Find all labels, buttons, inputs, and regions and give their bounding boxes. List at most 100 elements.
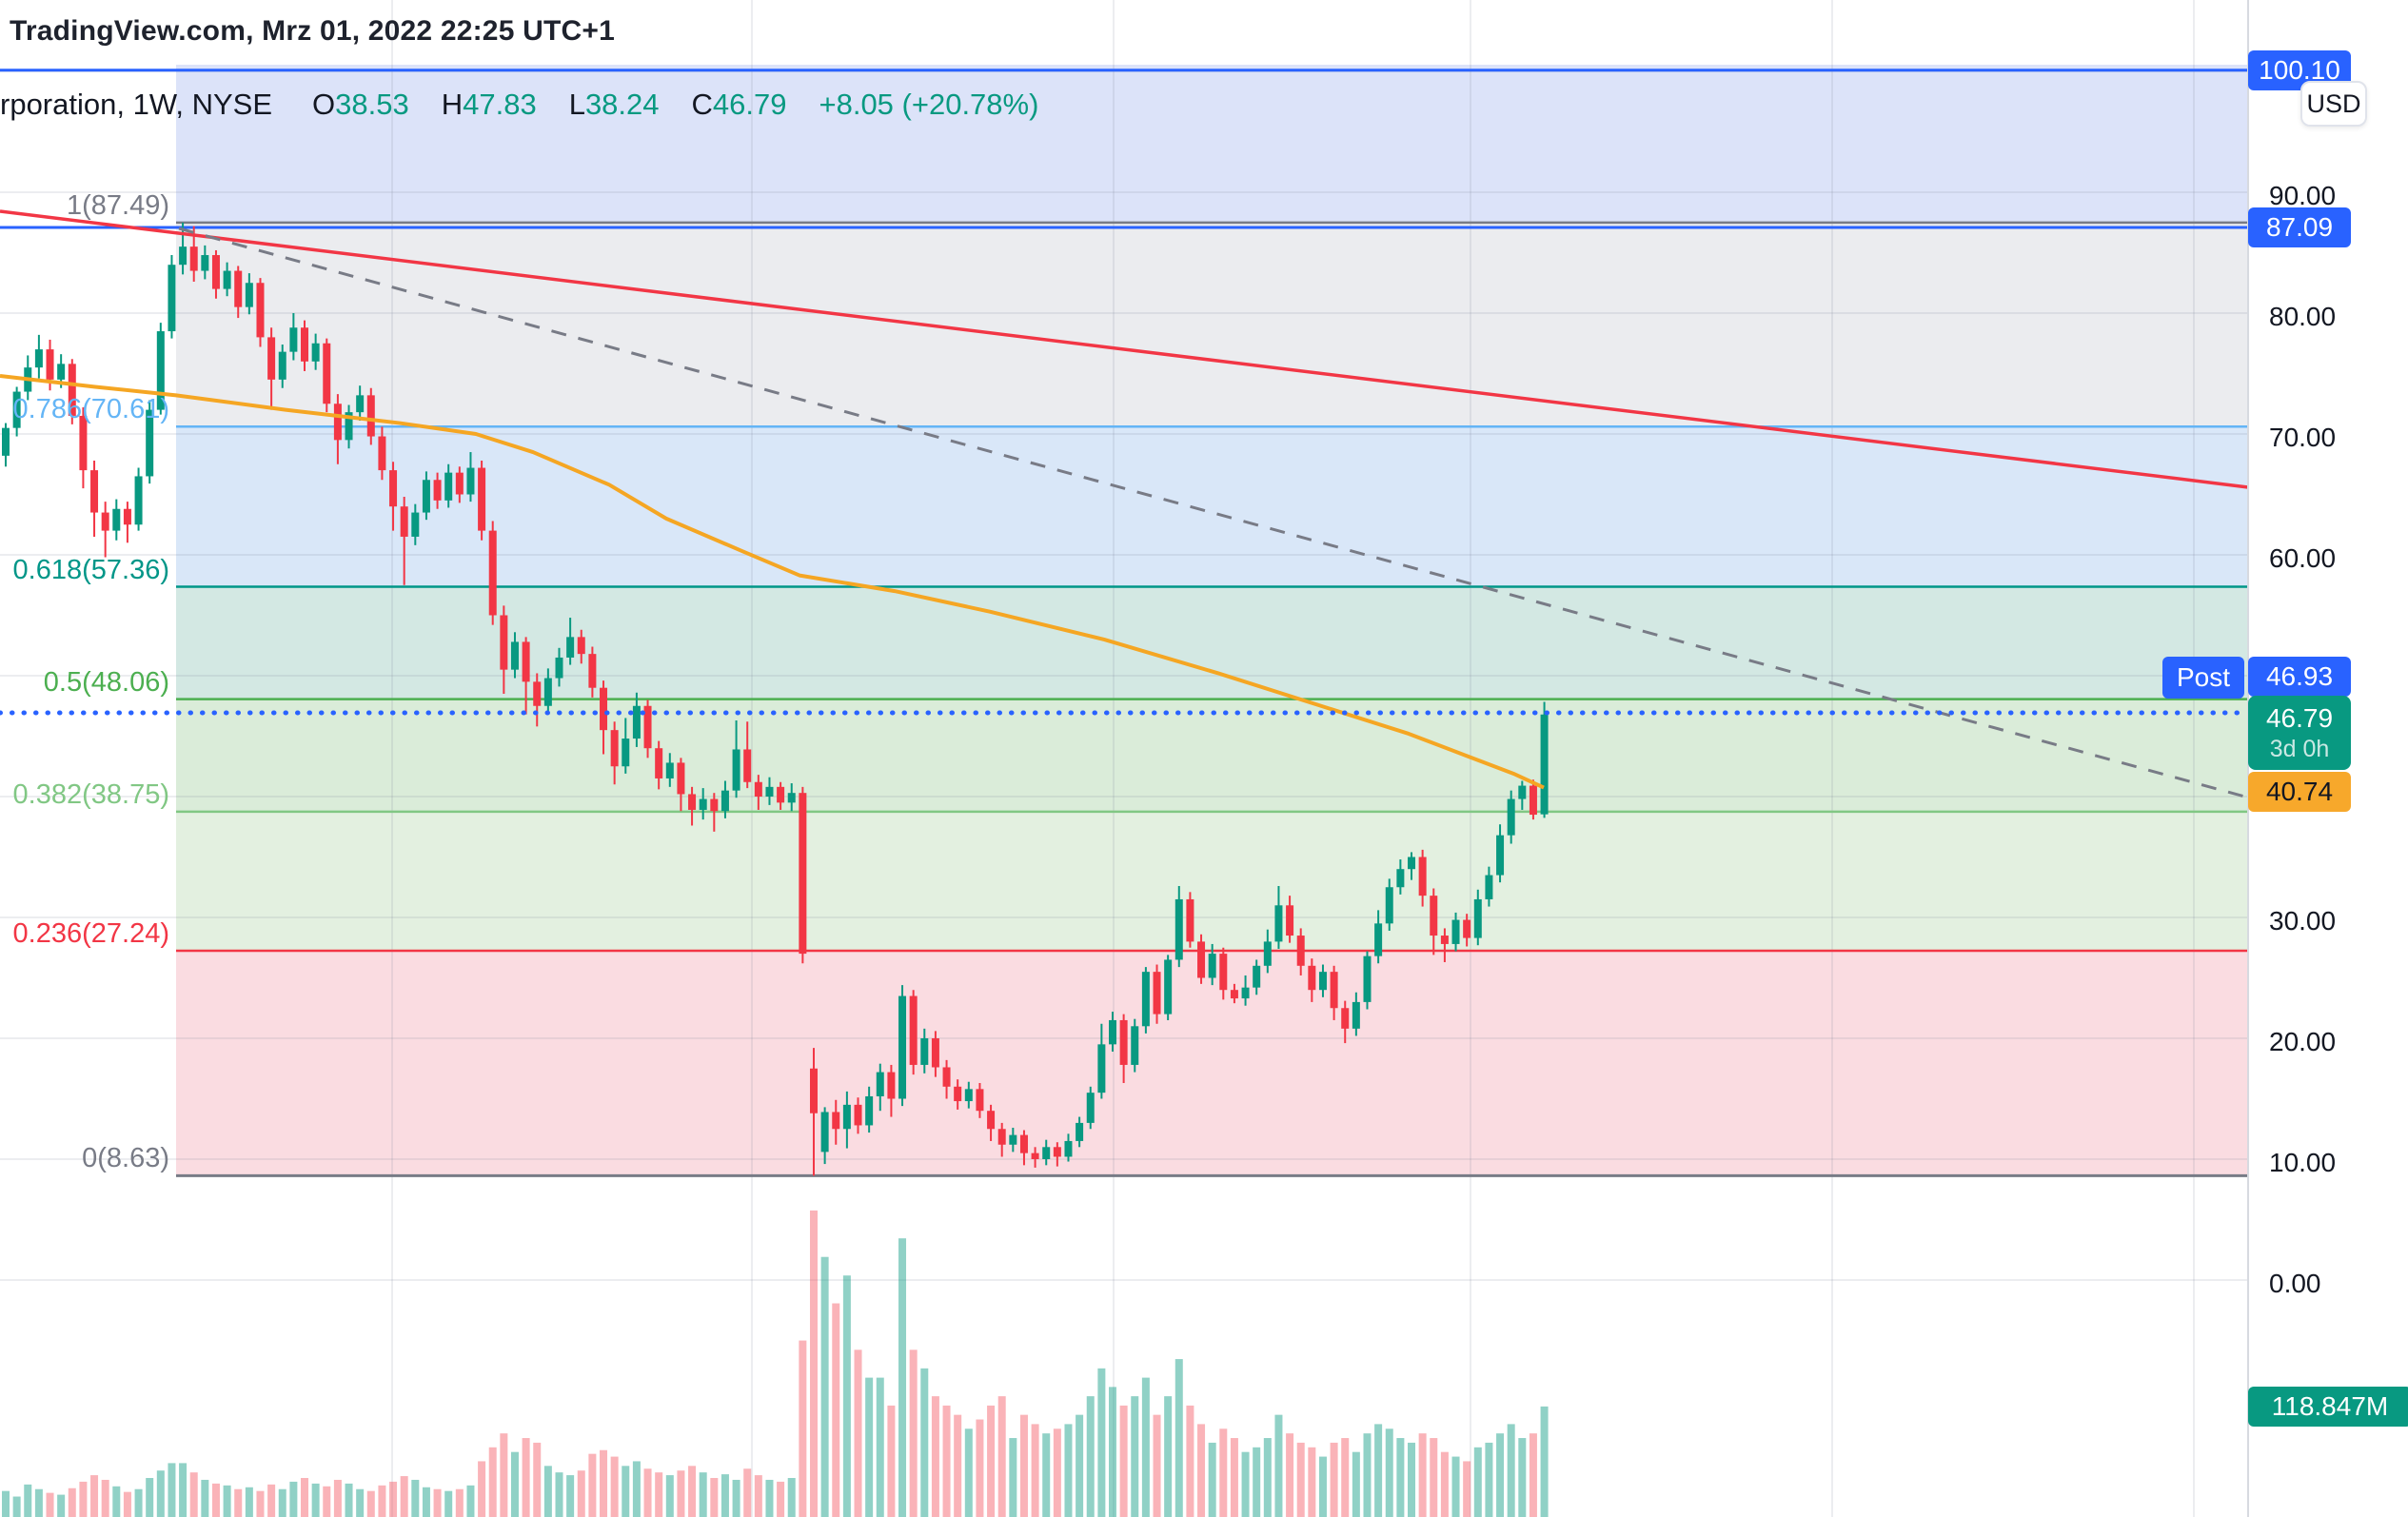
volume-bar <box>1141 1377 1150 1517</box>
fib-label-0.618(57.36): 0.618(57.36) <box>12 554 169 585</box>
volume-bar <box>765 1479 774 1517</box>
fib-band-0.786(70.61) <box>176 426 2248 587</box>
candle-body <box>366 395 375 437</box>
candle-body <box>1473 898 1482 938</box>
candle-body <box>1086 1093 1095 1123</box>
volume-bar <box>665 1475 674 1517</box>
volume-bar <box>1097 1368 1106 1517</box>
volume-bar <box>577 1470 585 1517</box>
volume-bar <box>1208 1442 1216 1517</box>
candle-body <box>543 678 552 706</box>
volume-bar <box>1119 1405 1128 1517</box>
candle-body <box>732 749 740 791</box>
candle-body <box>566 637 575 658</box>
volume-bar <box>754 1475 762 1517</box>
volume-bar <box>632 1461 641 1517</box>
currency-toggle-button[interactable]: USD <box>2300 81 2367 127</box>
candle-body <box>488 530 497 616</box>
volume-bar <box>699 1472 707 1517</box>
candle-body <box>522 641 530 682</box>
candle-body <box>46 349 54 380</box>
symbol-name: rporation, 1W, NYSE <box>0 88 273 121</box>
volume-bar <box>1031 1424 1039 1517</box>
volume-bar <box>1440 1451 1449 1517</box>
volume-bar <box>46 1492 54 1517</box>
candle-body <box>1440 936 1449 944</box>
volume-bar <box>146 1478 154 1517</box>
candle-body <box>1374 923 1383 956</box>
candle-body <box>1031 1153 1039 1159</box>
volume-bar <box>1451 1456 1460 1517</box>
volume-bar <box>34 1488 43 1517</box>
candle-body <box>1097 1044 1106 1093</box>
candle-body <box>1131 1026 1139 1065</box>
volume-bar <box>799 1340 807 1517</box>
candle-body <box>555 657 563 679</box>
volume-bar <box>1064 1424 1073 1517</box>
volume-bar <box>79 1481 88 1517</box>
candle-body <box>743 749 752 782</box>
candle-body <box>179 246 188 266</box>
candle-body <box>920 1038 929 1065</box>
candle-body <box>954 1086 962 1102</box>
candle-body <box>211 255 220 289</box>
volume-bar <box>876 1377 884 1517</box>
volume-bar <box>1540 1406 1549 1517</box>
volume-value-label: 118.847M <box>2248 1387 2408 1427</box>
ohlc-high: H47.83 <box>441 88 537 121</box>
candle-body <box>1208 954 1216 978</box>
fib-band-above-1 <box>176 65 2248 223</box>
candle-body <box>1485 875 1493 899</box>
volume-bar <box>444 1490 453 1517</box>
ma-value-label: 40.74 <box>2248 772 2351 812</box>
candle-body <box>942 1067 951 1087</box>
candle-body <box>510 641 519 670</box>
volume-bar <box>1330 1442 1338 1517</box>
volume-bar <box>156 1470 165 1517</box>
volume-bar <box>1341 1438 1350 1517</box>
volume-bar <box>622 1466 630 1517</box>
candle-body <box>1019 1134 1028 1153</box>
axis-tick-90.00: 90.00 <box>2269 181 2337 210</box>
volume-bar <box>920 1368 929 1517</box>
fib-label-0(8.63): 0(8.63) <box>82 1143 169 1174</box>
post-market-tag: Post <box>2162 657 2244 699</box>
volume-bar <box>223 1485 231 1517</box>
volume-bar <box>478 1461 486 1517</box>
candle-body <box>267 337 276 380</box>
volume-bar <box>1418 1433 1427 1517</box>
volume-bar <box>189 1472 198 1517</box>
volume-bar <box>1507 1424 1515 1517</box>
volume-bar <box>211 1483 220 1517</box>
volume-bar <box>1076 1414 1084 1517</box>
volume-bar <box>820 1256 829 1517</box>
candle-body <box>533 681 542 706</box>
volume-bar <box>1385 1428 1393 1517</box>
ohlc-low: L38.24 <box>568 88 660 121</box>
volume-bar <box>942 1405 951 1517</box>
candle-body <box>189 246 198 271</box>
volume-bar <box>588 1453 597 1517</box>
candle-body <box>655 748 663 778</box>
volume-bar <box>809 1210 818 1517</box>
candle-body <box>854 1104 862 1126</box>
candle-body <box>799 793 807 955</box>
candle-body <box>787 793 796 803</box>
candle-body <box>610 730 619 767</box>
fib-label-1(87.49): 1(87.49) <box>66 189 169 221</box>
volume-bar <box>234 1488 243 1517</box>
candle-body <box>1308 965 1316 991</box>
candle-body <box>245 283 253 307</box>
candle-body <box>1064 1140 1073 1157</box>
candle-body <box>112 508 121 531</box>
candle-body <box>201 255 209 271</box>
volume-bar <box>2 1490 10 1517</box>
volume-bar <box>865 1377 874 1517</box>
volume-bar <box>643 1468 652 1517</box>
volume-bar <box>655 1472 663 1517</box>
fib-label-0.236(27.24): 0.236(27.24) <box>12 918 169 950</box>
volume-bar <box>1230 1438 1238 1517</box>
ohlc-open: O38.53 <box>312 88 409 121</box>
